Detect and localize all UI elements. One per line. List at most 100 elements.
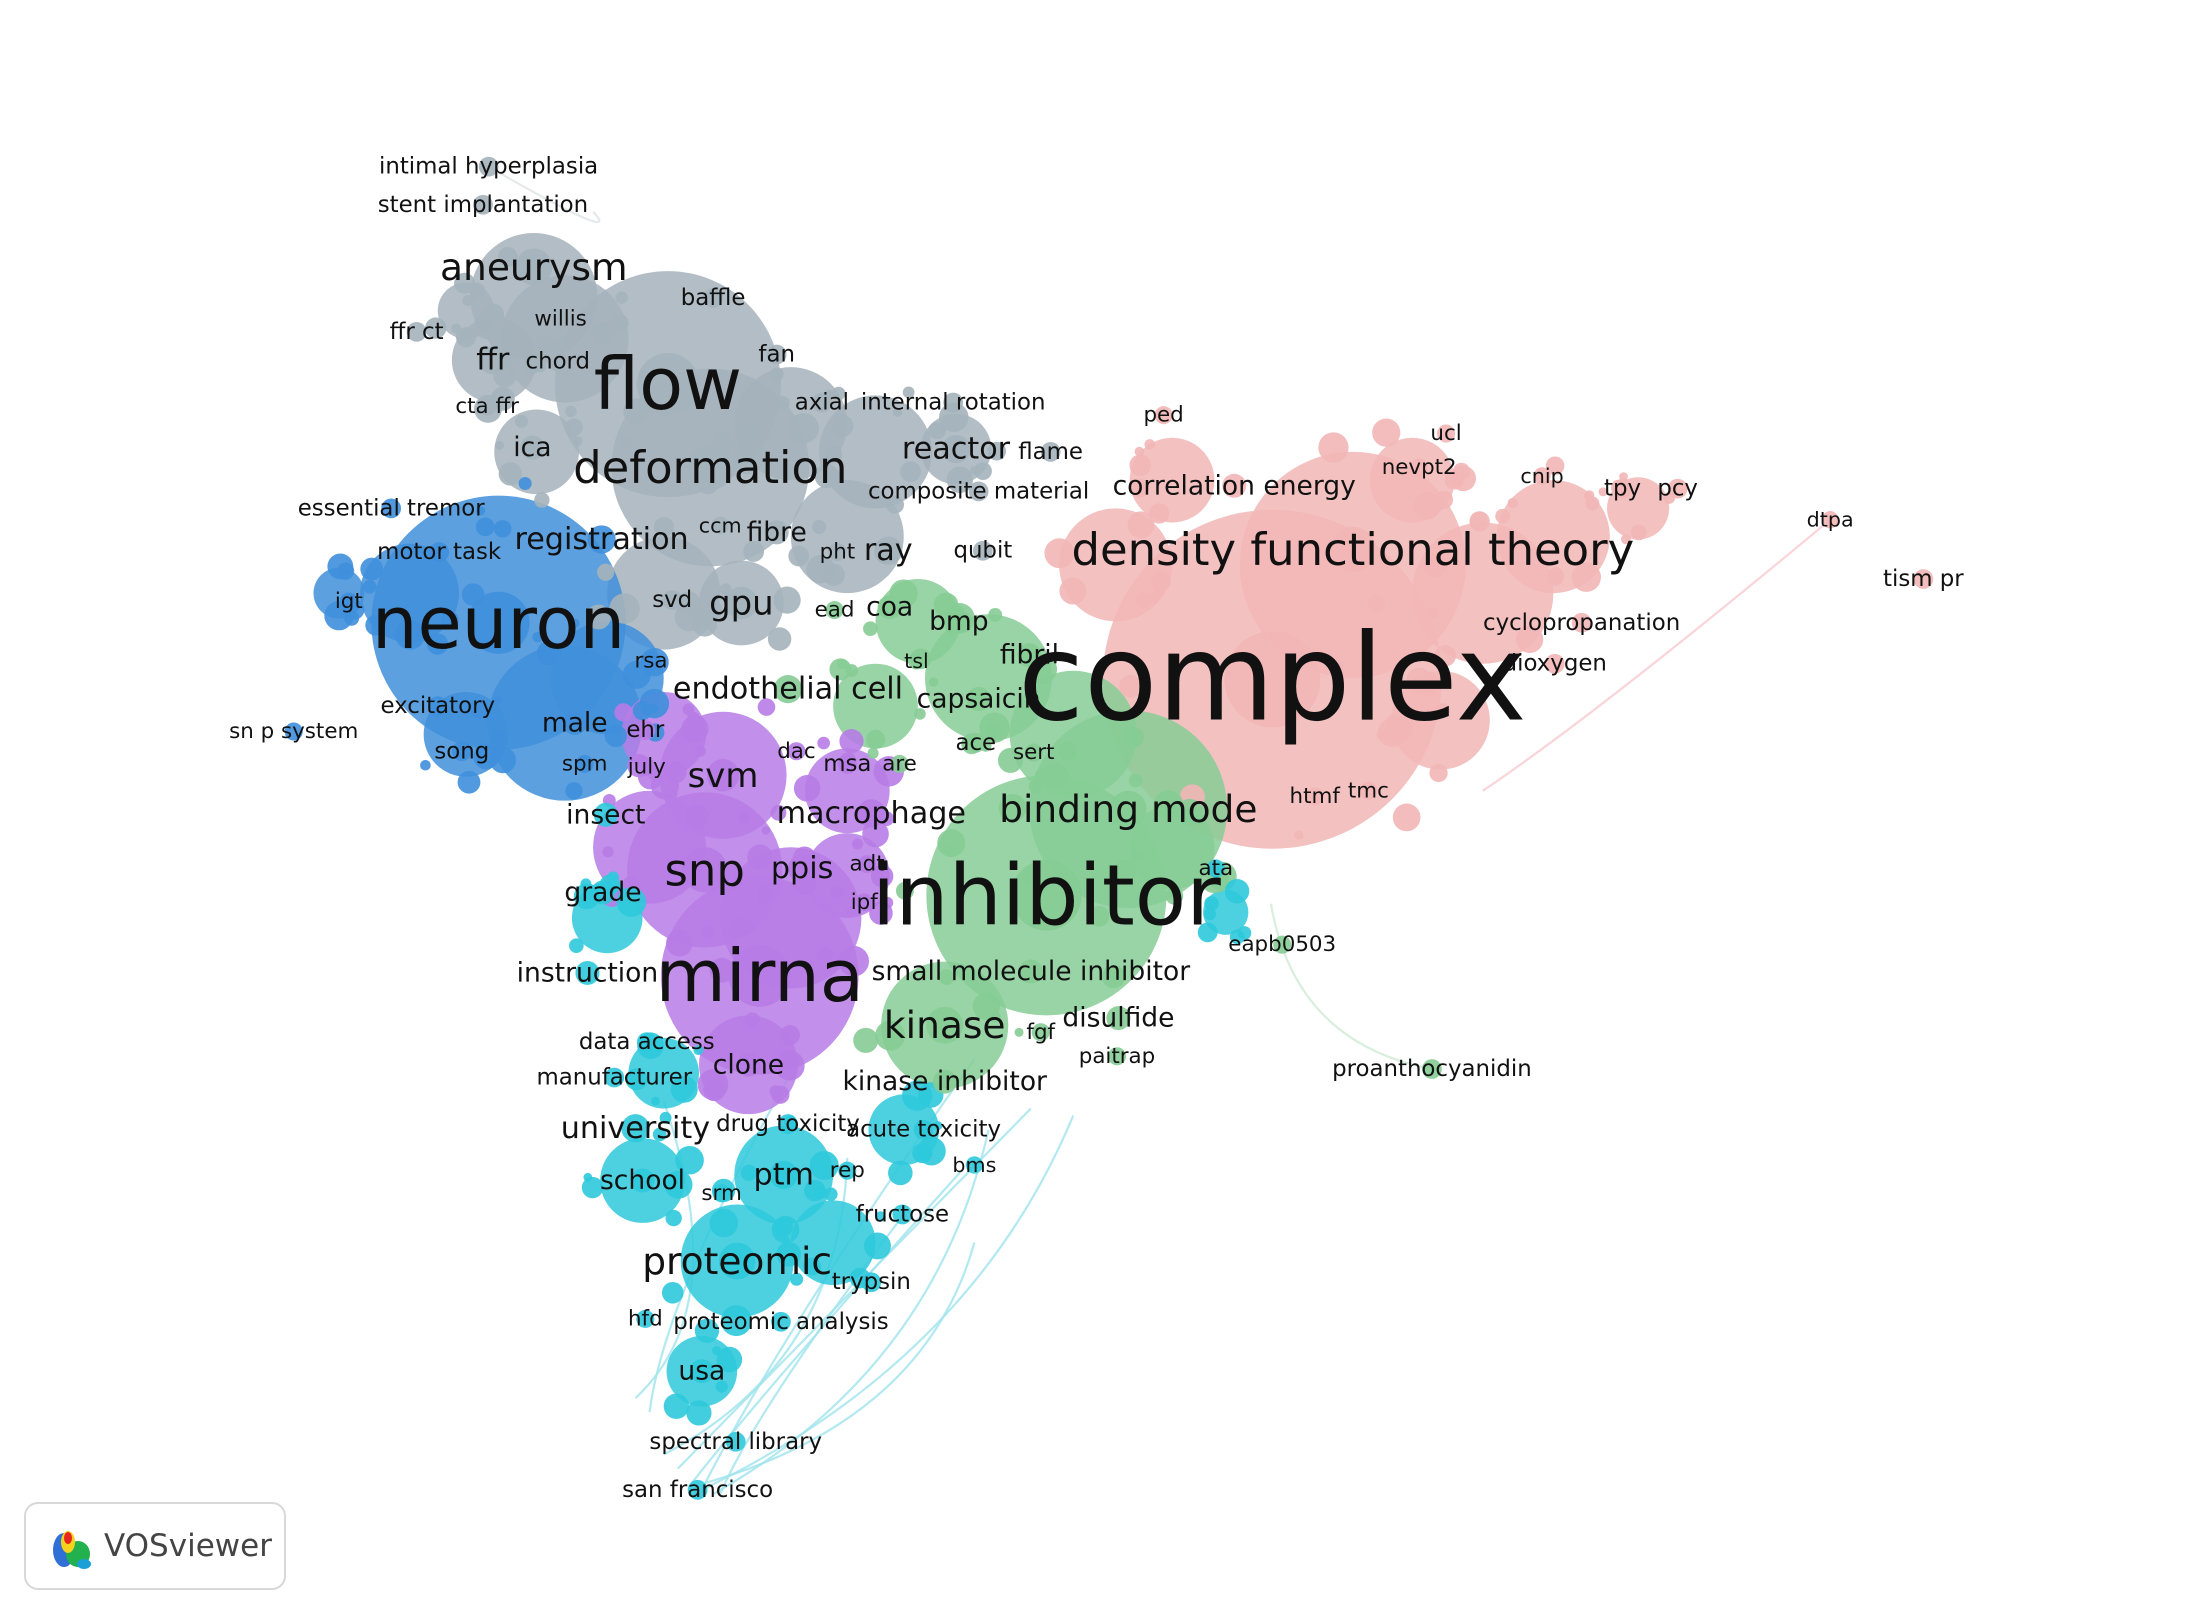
node-label[interactable]: srm: [701, 1181, 741, 1206]
node-manufacturer[interactable]: [604, 1067, 625, 1088]
node-label[interactable]: tmc: [1348, 778, 1389, 803]
node-label[interactable]: willis: [534, 307, 586, 332]
node-label[interactable]: university: [561, 1111, 710, 1146]
node-label[interactable]: proteomic analysis: [673, 1309, 888, 1335]
node-label[interactable]: coa: [866, 592, 913, 623]
node-label[interactable]: igt: [335, 589, 363, 614]
node-svm[interactable]: [706, 759, 740, 792]
node-ffr-ct[interactable]: [406, 321, 427, 342]
node-label[interactable]: mirna: [656, 934, 864, 1018]
node-label[interactable]: stent implantation: [378, 192, 588, 218]
node-dtpa[interactable]: [1821, 511, 1839, 529]
node-label[interactable]: disulfide: [1062, 1003, 1174, 1034]
node-label[interactable]: svm: [688, 756, 759, 795]
node-label[interactable]: excitatory: [380, 693, 495, 719]
node-proteomic-analysis[interactable]: [771, 1311, 791, 1332]
node-label[interactable]: bms: [952, 1153, 996, 1177]
node-label[interactable]: proteomic: [642, 1239, 832, 1283]
node-srm[interactable]: [712, 1184, 731, 1203]
node-label[interactable]: nevpt2: [1382, 455, 1457, 480]
node-internal-rotation[interactable]: [943, 392, 964, 413]
node-tism-pr[interactable]: [1913, 569, 1934, 589]
node-acute-toxicity[interactable]: [913, 1119, 934, 1140]
node-label[interactable]: ffr ct: [390, 319, 444, 345]
node-label[interactable]: adt: [850, 852, 885, 877]
node-ray[interactable]: [874, 536, 903, 565]
node-label[interactable]: spectral library: [649, 1429, 822, 1455]
node-rsa[interactable]: [641, 651, 661, 670]
node-label[interactable]: flow: [594, 342, 742, 426]
node-label[interactable]: pcy: [1657, 476, 1698, 502]
node-label[interactable]: pht: [820, 540, 856, 565]
node-label[interactable]: fibril: [1000, 640, 1059, 671]
node-eapb0503[interactable]: [1273, 935, 1292, 954]
node-label[interactable]: spm: [562, 751, 608, 776]
node-fan[interactable]: [766, 344, 787, 365]
node-label[interactable]: registration: [514, 522, 688, 557]
node-label[interactable]: baffle: [681, 285, 746, 311]
node-complex[interactable]: [1224, 631, 1321, 728]
node-insect[interactable]: [593, 802, 618, 827]
node-ehr[interactable]: [635, 720, 656, 740]
node-nevpt2[interactable]: [1410, 458, 1429, 477]
node-ffr[interactable]: [478, 345, 507, 375]
node-ata[interactable]: [1206, 859, 1225, 878]
node-trypsin[interactable]: [861, 1272, 882, 1293]
node-proteomic[interactable]: [718, 1242, 756, 1280]
node-neuron[interactable]: [467, 591, 530, 654]
node-macrophage[interactable]: [857, 799, 886, 828]
node-fructose[interactable]: [892, 1204, 913, 1225]
node-capsaicin[interactable]: [966, 687, 991, 712]
node-inhibitor[interactable]: [1011, 859, 1082, 931]
node-label[interactable]: ica: [513, 432, 551, 463]
node-kinase-inhibitor[interactable]: [932, 1069, 957, 1094]
node-label[interactable]: ipf: [851, 890, 879, 915]
node-label[interactable]: manufacturer: [536, 1064, 692, 1090]
node-label[interactable]: small molecule inhibitor: [872, 956, 1191, 987]
node-dac[interactable]: [787, 742, 806, 761]
node-label[interactable]: bmp: [929, 606, 989, 637]
node-label[interactable]: ata: [1199, 856, 1234, 881]
node-july[interactable]: [637, 757, 656, 776]
node-label[interactable]: reactor: [902, 432, 1011, 467]
node-hfd[interactable]: [636, 1309, 655, 1328]
node-essential-tremor[interactable]: [381, 498, 402, 519]
node-label[interactable]: fibre: [747, 517, 807, 548]
vosviewer-brand-box[interactable]: VOSviewer: [24, 1502, 286, 1590]
node-label[interactable]: macrophage: [777, 796, 966, 831]
node-label[interactable]: ppis: [771, 851, 833, 886]
node-label[interactable]: tism pr: [1883, 566, 1964, 592]
node-reactor[interactable]: [941, 434, 971, 464]
node-baffle[interactable]: [703, 288, 724, 308]
node-label[interactable]: cta ffr: [455, 394, 519, 419]
node-willis[interactable]: [551, 310, 570, 329]
node-label[interactable]: ehr: [626, 717, 665, 743]
node-label[interactable]: paitrap: [1079, 1044, 1156, 1069]
node-svd[interactable]: [662, 590, 683, 611]
node-disulfide[interactable]: [1106, 1006, 1131, 1031]
node-label[interactable]: ped: [1143, 403, 1183, 428]
node-label[interactable]: neuron: [372, 581, 625, 665]
node-label[interactable]: svd: [652, 587, 692, 613]
node-label[interactable]: flame: [1018, 439, 1083, 465]
node-ucl[interactable]: [1436, 424, 1456, 443]
node-flame[interactable]: [1040, 442, 1061, 462]
node-deformation[interactable]: [687, 444, 733, 491]
node-ace[interactable]: [965, 732, 986, 753]
node-tsl[interactable]: [907, 652, 926, 670]
node-label[interactable]: binding mode: [999, 787, 1257, 831]
node-igt[interactable]: [339, 592, 358, 611]
node-label[interactable]: axial: [795, 389, 849, 415]
node-label[interactable]: song: [434, 738, 489, 764]
node-adt[interactable]: [858, 855, 877, 874]
node-sn-p-system[interactable]: [284, 722, 303, 741]
node-chord[interactable]: [547, 351, 568, 372]
node-msa[interactable]: [837, 754, 858, 774]
node-small-molecule-inhibitor[interactable]: [1018, 959, 1043, 984]
node-label[interactable]: acute toxicity: [846, 1117, 1001, 1143]
node-label[interactable]: gpu: [709, 583, 773, 622]
node-label[interactable]: ccm: [699, 513, 742, 537]
node-label[interactable]: grade: [564, 877, 641, 908]
node-label[interactable]: kinase: [884, 1003, 1006, 1047]
node-label[interactable]: cyclopropanation: [1483, 610, 1680, 636]
